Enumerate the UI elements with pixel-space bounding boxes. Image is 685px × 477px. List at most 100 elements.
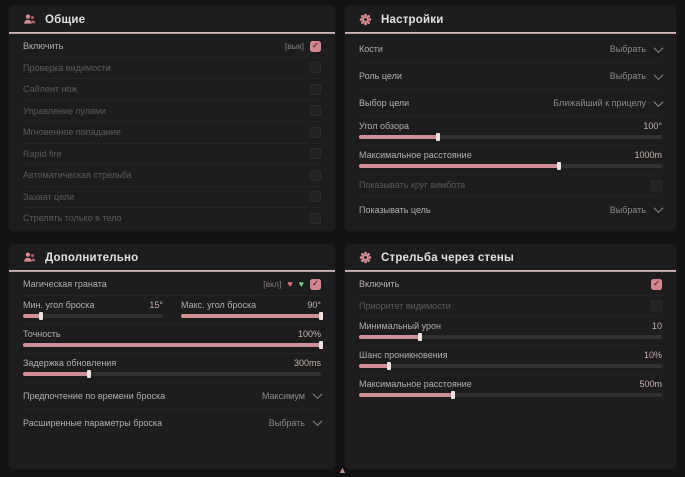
row-label: Включить bbox=[359, 279, 400, 290]
panel-general-header: Общие bbox=[9, 6, 335, 32]
checkbox[interactable]: ✓ bbox=[310, 191, 321, 203]
slider-track[interactable] bbox=[359, 362, 662, 370]
slider-handle[interactable] bbox=[435, 133, 440, 141]
slider-handle[interactable] bbox=[39, 311, 44, 320]
slider-fill bbox=[359, 391, 455, 399]
users-icon bbox=[23, 13, 36, 26]
checkbox[interactable]: ✓ bbox=[310, 212, 321, 224]
toggle-row-target-lock: Захват цели ✓ bbox=[23, 187, 321, 209]
slider-handle[interactable] bbox=[86, 369, 91, 378]
chevron-down-icon bbox=[312, 416, 323, 427]
row-label: Выбор цели bbox=[359, 98, 410, 108]
slider-handle[interactable] bbox=[387, 362, 392, 370]
toggle-row-bullet-control: Управление пулями ✓ bbox=[23, 101, 321, 123]
dropdown[interactable]: Максимум bbox=[261, 389, 323, 401]
toggle-row-instant-hit: Мгновенное попадание ✓ bbox=[23, 122, 321, 144]
dropdown[interactable]: Выбрать bbox=[269, 416, 323, 428]
slider-track[interactable] bbox=[359, 391, 662, 399]
checkbox[interactable]: ✓ bbox=[310, 83, 321, 95]
slider-row-max-distance: Максимальное расстояние 500m bbox=[359, 375, 662, 403]
slider-fill bbox=[181, 311, 323, 320]
checkbox[interactable]: ✓ bbox=[651, 300, 662, 312]
checkbox[interactable]: ✓ bbox=[310, 40, 321, 52]
slider-track[interactable] bbox=[359, 133, 662, 141]
slider-track[interactable] bbox=[359, 333, 662, 341]
slider-row-accuracy: Точность 100% bbox=[23, 325, 323, 354]
row-label: Максимальное расстояние bbox=[359, 150, 472, 160]
slider-value: 1000m bbox=[634, 150, 662, 160]
header-divider bbox=[9, 270, 335, 272]
slider-row-penetration-chance: Шанс проникновения 10% bbox=[359, 346, 662, 375]
scroll-up-indicator[interactable]: ▲ bbox=[338, 465, 347, 475]
row-label: Максимальное расстояние bbox=[359, 379, 472, 389]
dropdown-value: Ближайший к прицелу bbox=[553, 98, 646, 108]
slider-value: 500m bbox=[639, 379, 662, 389]
row-label: Макс. угол броска bbox=[181, 299, 257, 310]
slider-handle[interactable] bbox=[556, 162, 561, 170]
heart-check-icon[interactable]: ♥ bbox=[298, 278, 304, 289]
chevron-down-icon bbox=[653, 203, 664, 214]
row-label: Магическая граната bbox=[23, 279, 107, 290]
dropdown[interactable]: Выбрать bbox=[610, 42, 664, 54]
row-label: Включить bbox=[23, 41, 64, 52]
slider-handle[interactable] bbox=[319, 311, 323, 320]
slider-fill bbox=[23, 311, 44, 320]
dropdown[interactable]: Ближайший к прицелу bbox=[553, 96, 664, 108]
toggle-row-enable: Включить [вык] ✓ bbox=[23, 36, 321, 58]
checkbox[interactable]: ✓ bbox=[310, 105, 321, 117]
row-label: Показывать круг аимбота bbox=[359, 180, 466, 191]
row-label: Мин. угол броска bbox=[23, 299, 95, 310]
slider-handle[interactable] bbox=[417, 333, 422, 341]
slider-handle[interactable] bbox=[450, 391, 455, 399]
panel-additional-header: Дополнительно bbox=[9, 244, 335, 270]
slider-row-min-throw-angle: Мин. угол броска 15° bbox=[23, 296, 163, 324]
header-divider bbox=[345, 32, 676, 34]
slider-value: 15° bbox=[149, 299, 163, 310]
row-label: Rapid fire bbox=[23, 148, 62, 159]
checkbox[interactable]: ✓ bbox=[310, 169, 321, 181]
dropdown[interactable]: Выбрать bbox=[609, 203, 664, 215]
panel-additional: Дополнительно Магическая граната [вкл] ♥… bbox=[8, 243, 336, 470]
row-label: Минимальный урон bbox=[359, 321, 442, 331]
checkbox[interactable]: ✓ bbox=[310, 278, 321, 290]
check-icon: ✓ bbox=[312, 41, 319, 51]
slider-value: 10 bbox=[651, 321, 662, 331]
toggle-row-rapid-fire: Rapid fire ✓ bbox=[23, 144, 321, 166]
checkbox[interactable]: ✓ bbox=[310, 148, 321, 160]
toggle-row-visibility-check: Проверка видимости ✓ bbox=[23, 58, 321, 80]
toggle-row-body-only: Стрелять только в тело ✓ bbox=[23, 208, 321, 229]
checkbox[interactable]: ✓ bbox=[310, 62, 321, 74]
toggle-row-show-aim-circle: Показывать круг аимбота ✓ bbox=[359, 175, 662, 197]
select-row-target-choice: Выбор цели Ближайший к прицелу bbox=[359, 90, 664, 117]
slider-row-max-throw-angle: Макс. угол броска 90° bbox=[181, 296, 323, 324]
panel-title: Дополнительно bbox=[45, 251, 139, 264]
slider-handle[interactable] bbox=[319, 340, 323, 349]
slider-track[interactable] bbox=[23, 369, 321, 378]
toggle-row-magic-grenade: Магическая граната [вкл] ♥ ♥ ✓ bbox=[23, 274, 321, 296]
slider-fill bbox=[359, 362, 392, 370]
slider-fill bbox=[359, 333, 422, 341]
checkbox[interactable]: ✓ bbox=[651, 278, 662, 290]
panel-additional-body: Магическая граната [вкл] ♥ ♥ ✓ Мин. угол… bbox=[9, 272, 335, 436]
dropdown-value: Выбрать bbox=[609, 204, 646, 215]
check-icon: ✓ bbox=[312, 279, 319, 289]
slider-row-max-distance: Максимальное расстояние 1000m bbox=[359, 146, 662, 175]
slider-track[interactable] bbox=[359, 162, 662, 170]
chevron-down-icon bbox=[653, 42, 664, 53]
slider-track[interactable] bbox=[23, 311, 163, 320]
dropdown-value: Максимум bbox=[261, 390, 305, 401]
heart-icon[interactable]: ♥ bbox=[287, 278, 293, 289]
checkbox[interactable]: ✓ bbox=[651, 179, 662, 191]
row-label: Приоритет видимости bbox=[359, 300, 451, 311]
panel-title: Общие bbox=[45, 13, 86, 26]
slider-track[interactable] bbox=[23, 340, 323, 349]
dropdown[interactable]: Выбрать bbox=[610, 69, 664, 81]
panel-wallbang-header: Стрельба через стены bbox=[345, 244, 676, 270]
row-label: Мгновенное попадание bbox=[23, 127, 121, 138]
gear-icon bbox=[359, 251, 372, 264]
checkbox[interactable]: ✓ bbox=[310, 126, 321, 138]
users-icon bbox=[23, 251, 36, 264]
header-divider bbox=[9, 32, 335, 34]
row-label: Точность bbox=[23, 328, 61, 339]
slider-track[interactable] bbox=[181, 311, 323, 320]
